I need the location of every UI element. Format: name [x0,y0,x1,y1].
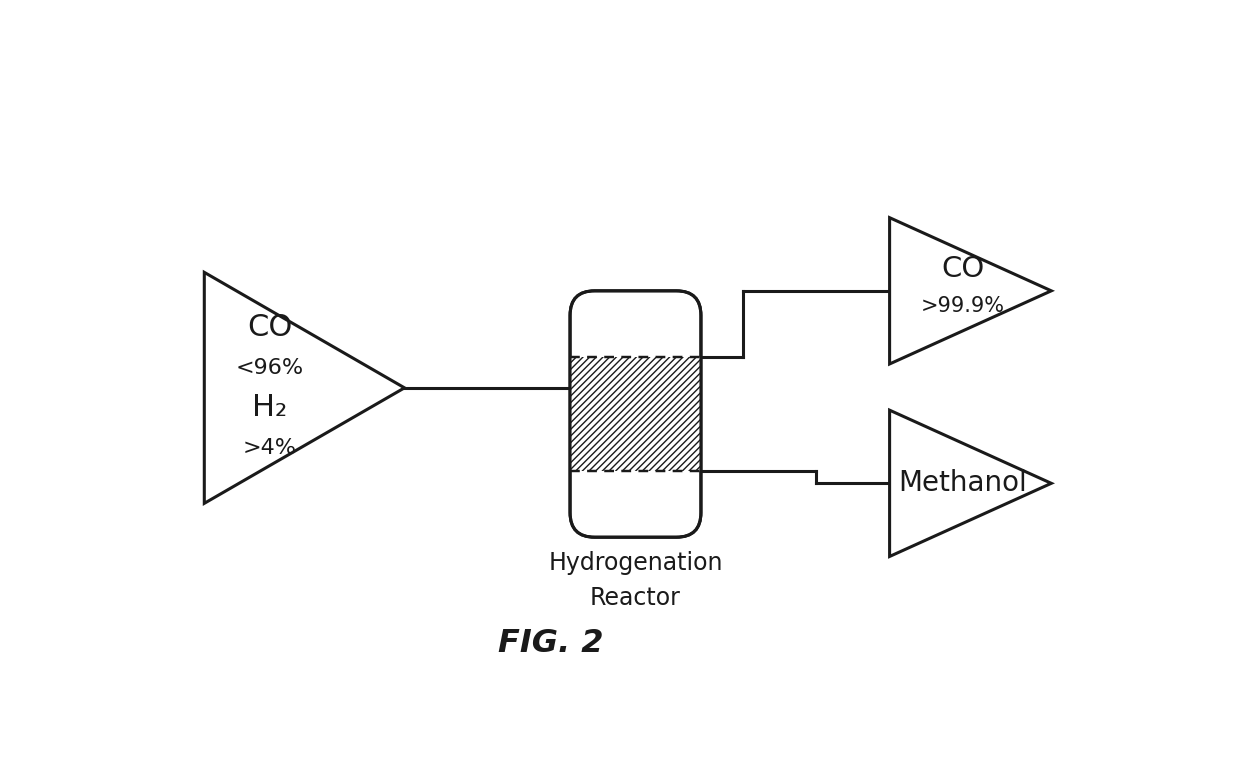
Text: Methanol: Methanol [898,469,1027,498]
Text: CO: CO [941,255,985,283]
Text: >99.9%: >99.9% [921,296,1004,316]
Text: FIG. 2: FIG. 2 [498,628,604,659]
Polygon shape [889,217,1052,364]
Polygon shape [205,273,404,503]
Text: <96%: <96% [236,358,304,378]
Text: Hydrogenation
Reactor: Hydrogenation Reactor [548,551,723,611]
Text: H₂: H₂ [252,393,288,422]
Polygon shape [889,410,1052,557]
Text: >4%: >4% [243,438,296,458]
FancyBboxPatch shape [570,291,701,538]
Text: CO: CO [247,313,293,343]
Bar [570,357,701,471]
